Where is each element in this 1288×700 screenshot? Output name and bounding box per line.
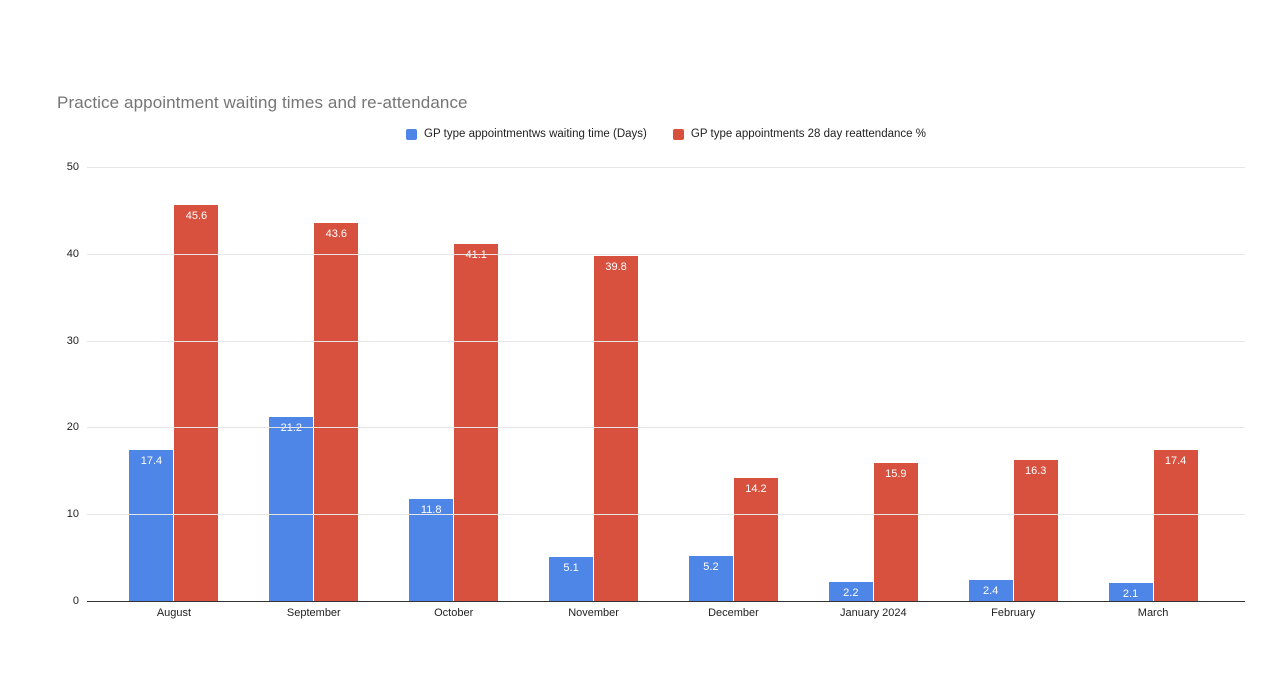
x-axis-category-label: November bbox=[568, 607, 619, 619]
bar-group: 11.8 41.1 October bbox=[384, 167, 524, 619]
x-axis-line bbox=[87, 600, 1245, 602]
y-axis-tick-label: 40 bbox=[66, 247, 79, 260]
bar-value-label: 16.3 bbox=[1024, 464, 1047, 477]
legend-item[interactable]: GP type appointments 28 day reattendance… bbox=[672, 128, 926, 140]
legend-label: GP type appointmentws waiting time (Days… bbox=[424, 128, 647, 140]
bar-value-label: 17.4 bbox=[1164, 454, 1187, 467]
bar-series-2[interactable]: 14.2 bbox=[733, 477, 778, 601]
bar-value-label: 39.8 bbox=[605, 260, 627, 273]
bar-value-label: 41.1 bbox=[465, 249, 487, 262]
bar-series-1[interactable]: 21.2 bbox=[269, 416, 314, 601]
y-gridline bbox=[87, 340, 1245, 342]
plot-area: 17.4 45.6 August 21.2 43.6 September 11.8 41.1 O… bbox=[67, 161, 1245, 619]
bar-value-label: 2.4 bbox=[983, 585, 999, 598]
bar-group: 2.4 16.3 February bbox=[943, 167, 1083, 619]
bar-series-1[interactable]: 2.4 bbox=[968, 580, 1013, 601]
bar-value-label: 2.1 bbox=[1122, 587, 1139, 600]
bar-group: 5.2 14.2 December bbox=[664, 167, 804, 619]
y-gridline bbox=[87, 167, 1245, 168]
y-axis-tick-label: 0 bbox=[72, 595, 79, 607]
bar-value-label: 2.2 bbox=[843, 586, 859, 599]
x-axis-category-label: August bbox=[156, 607, 192, 619]
y-axis-tick-label: 10 bbox=[66, 508, 79, 521]
bar-series-1[interactable]: 5.2 bbox=[688, 555, 733, 601]
y-axis-tick-label: 20 bbox=[66, 421, 79, 434]
bar-series-1[interactable]: 2.2 bbox=[828, 581, 873, 601]
bar-value-label: 5.2 bbox=[703, 560, 719, 573]
y-gridline bbox=[87, 253, 1245, 255]
bar-value-label: 11.8 bbox=[420, 503, 442, 516]
bar-series-1[interactable]: 5.1 bbox=[549, 556, 594, 601]
x-axis-category-label: February bbox=[991, 607, 1036, 619]
x-axis-category-label: October bbox=[434, 607, 474, 619]
y-axis-tick-label: 30 bbox=[66, 334, 79, 347]
bar-value-label: 5.1 bbox=[563, 561, 579, 574]
bar-series-1[interactable]: 2.1 bbox=[1108, 582, 1153, 601]
bar-series-2[interactable]: 17.4 bbox=[1153, 449, 1198, 601]
legend-label: GP type appointments 28 day reattendance… bbox=[690, 128, 926, 140]
legend-swatch-icon bbox=[406, 128, 418, 140]
bar-value-label: 15.9 bbox=[885, 468, 907, 480]
bar-series-2[interactable]: 45.6 bbox=[174, 205, 219, 601]
bar-series-1[interactable]: 11.8 bbox=[409, 498, 454, 601]
bar-group: 2.2 15.9 January 2024 bbox=[803, 167, 943, 619]
bar-series-2[interactable]: 43.6 bbox=[314, 222, 359, 601]
chart-legend: GP type appointmentws waiting time (Days… bbox=[87, 128, 1245, 140]
bar-group: 21.2 43.6 September bbox=[244, 167, 384, 619]
y-gridline bbox=[87, 427, 1245, 429]
bar-group: 17.4 45.6 August bbox=[104, 167, 244, 619]
y-gridline bbox=[87, 514, 1245, 516]
chart-title: Practice appointment waiting times and r… bbox=[57, 93, 468, 112]
bar-series-2[interactable]: 41.1 bbox=[454, 244, 499, 601]
x-axis-category-label: January 2024 bbox=[839, 607, 907, 619]
bar-series-1[interactable]: 17.4 bbox=[129, 449, 174, 601]
bar-group: 5.1 39.8 November bbox=[524, 167, 664, 619]
bar-value-label: 17.4 bbox=[140, 454, 163, 467]
bar-value-label: 45.6 bbox=[185, 210, 208, 223]
bar-value-label: 14.2 bbox=[745, 482, 767, 495]
bar-value-label: 43.6 bbox=[325, 227, 348, 240]
bar-series-2[interactable]: 16.3 bbox=[1013, 459, 1058, 601]
y-axis-tick-label: 50 bbox=[66, 161, 79, 173]
x-axis-category-label: March bbox=[1137, 607, 1169, 619]
bar-series-2[interactable]: 15.9 bbox=[873, 463, 918, 601]
x-axis-category-label: September bbox=[286, 607, 341, 619]
legend-swatch-icon bbox=[672, 128, 684, 140]
bar-groups-container: 17.4 45.6 August 21.2 43.6 September 11.8 41.1 O… bbox=[104, 167, 1223, 619]
bar-group: 2.1 17.4 March bbox=[1083, 167, 1223, 619]
legend-item[interactable]: GP type appointmentws waiting time (Days… bbox=[406, 128, 647, 140]
x-axis-category-label: December bbox=[708, 607, 759, 619]
